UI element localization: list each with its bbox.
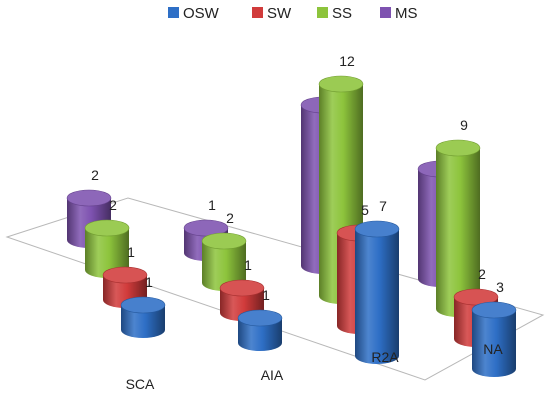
column-top xyxy=(471,301,517,319)
column-top xyxy=(84,219,130,237)
value-label-sw-aia: 1 xyxy=(244,257,252,273)
column-top xyxy=(318,75,364,93)
legend: OSW SW SS MS xyxy=(168,5,418,22)
category-label-aia: AIA xyxy=(261,367,284,383)
value-label-ms-sca: 2 xyxy=(91,167,99,183)
column-top xyxy=(237,309,283,327)
column-top xyxy=(102,266,148,284)
column-body xyxy=(202,241,246,291)
value-label-osw-r2a: 7 xyxy=(379,198,387,214)
value-label-osw-aia: 1 xyxy=(262,287,270,303)
legend-label-ss: SS xyxy=(332,5,352,22)
column-osw-na: 3 xyxy=(471,279,517,377)
column-top xyxy=(66,189,112,207)
category-label-sca: SCA xyxy=(126,376,155,392)
legend-label-osw: OSW xyxy=(183,5,220,22)
legend-swatch-ss xyxy=(317,7,328,18)
column-osw-r2a: 7 xyxy=(354,198,400,364)
column-body xyxy=(238,318,282,351)
column-body xyxy=(472,310,516,377)
column-top xyxy=(183,219,229,237)
legend-swatch-ms xyxy=(380,7,391,18)
column-body xyxy=(85,228,129,278)
value-label-ss-na: 9 xyxy=(460,117,468,133)
column-top xyxy=(435,139,481,157)
columns: 21962212911521173 xyxy=(66,53,517,377)
legend-label-sw: SW xyxy=(267,5,292,22)
category-label-r2a: R2A xyxy=(371,349,399,365)
value-label-osw-na: 3 xyxy=(496,279,504,295)
column-ss-na: 9 xyxy=(435,117,481,317)
column-body xyxy=(355,229,399,364)
column-body xyxy=(436,148,480,317)
value-label-osw-sca: 1 xyxy=(145,274,153,290)
category-labels: SCA AIA R2A NA xyxy=(126,341,504,392)
column-top xyxy=(219,279,265,297)
category-label-na: NA xyxy=(483,341,503,357)
value-label-sw-r2a: 5 xyxy=(361,202,369,218)
legend-label-ms: MS xyxy=(395,5,418,22)
value-label-sw-sca: 1 xyxy=(127,244,135,260)
value-label-sw-na: 2 xyxy=(478,266,486,282)
column-osw-aia: 1 xyxy=(237,287,283,351)
legend-swatch-osw xyxy=(168,7,179,18)
value-label-ms-aia: 1 xyxy=(208,197,216,213)
column-ss-aia: 2 xyxy=(201,210,247,291)
value-label-ss-r2a: 12 xyxy=(339,53,355,69)
column-top xyxy=(354,220,400,238)
value-label-ss-aia: 2 xyxy=(226,210,234,226)
value-label-ss-sca: 2 xyxy=(109,197,117,213)
column-top xyxy=(120,296,166,314)
column-top xyxy=(453,288,499,306)
column-osw-sca: 1 xyxy=(120,274,166,338)
column-ss-sca: 2 xyxy=(84,197,130,278)
column-top xyxy=(201,232,247,250)
column-body xyxy=(121,305,165,338)
legend-swatch-sw xyxy=(252,7,263,18)
